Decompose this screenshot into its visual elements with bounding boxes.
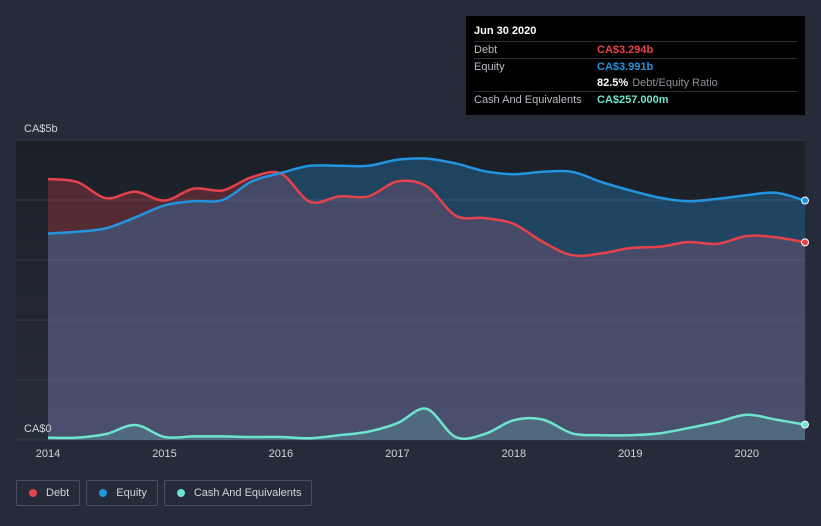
tooltip-equity-label: Equity	[474, 61, 505, 73]
cash-dot-icon	[176, 489, 185, 497]
debt-end-marker	[801, 238, 809, 247]
x-tick-label: 2019	[618, 448, 642, 460]
tooltip-equity-row: Equity CA$3.991b	[474, 58, 797, 75]
legend-equity-label: Equity	[116, 487, 147, 499]
x-tick-label: 2014	[36, 448, 60, 460]
tooltip-ratio-row: 82.5% Debt/Equity Ratio	[474, 75, 797, 91]
equity-area	[48, 158, 805, 440]
tooltip-debt-label: Debt	[474, 44, 498, 56]
x-tick-label: 2020	[735, 448, 759, 460]
x-tick-label: 2016	[269, 448, 293, 460]
tooltip-cash-label: Cash And Equivalents	[474, 94, 582, 106]
x-tick-label: 2018	[502, 448, 526, 460]
y-tick-label: CA$0	[24, 423, 52, 435]
tooltip-debt-row: Debt CA$3.294b	[474, 41, 797, 58]
cash-area	[48, 408, 805, 440]
legend-item-debt[interactable]: Debt	[16, 480, 81, 506]
legend-item-equity[interactable]: Equity	[86, 480, 158, 506]
tooltip-ratio-label: Debt/Equity Ratio	[632, 77, 718, 89]
equity-end-marker	[801, 196, 809, 205]
debt-line	[47, 170, 806, 258]
tooltip-debt-value: CA$3.294b	[597, 44, 654, 56]
legend-cash-label: Cash And Equivalents	[193, 487, 302, 499]
debt-dot-icon	[29, 489, 37, 497]
tooltip-equity-value: CA$3.991b	[597, 61, 654, 73]
tooltip-date: Jun 30 2020	[474, 25, 537, 37]
cash-line	[47, 407, 806, 440]
tooltip: Jun 30 2020 Debt CA$3.294b Equity CA$3.9…	[466, 16, 805, 115]
debt-area	[48, 172, 805, 441]
x-tick-label: 2017	[385, 448, 409, 460]
x-tick-label: 2015	[152, 448, 176, 460]
tooltip-cash-row: Cash And Equivalents CA$257.000m	[474, 91, 797, 108]
equity-dot-icon	[99, 489, 108, 497]
equity-line	[47, 157, 806, 235]
legend-item-cash[interactable]: Cash And Equivalents	[163, 480, 313, 506]
tooltip-ratio-value: 82.5%	[597, 77, 629, 89]
plot-background	[16, 140, 805, 440]
legend: Debt Equity Cash And Equivalents	[16, 480, 313, 506]
cash-end-marker	[801, 420, 809, 429]
tooltip-cash-value: CA$257.000m	[597, 94, 669, 106]
legend-debt-label: Debt	[46, 487, 70, 499]
y-tick-label: CA$5b	[24, 123, 58, 135]
